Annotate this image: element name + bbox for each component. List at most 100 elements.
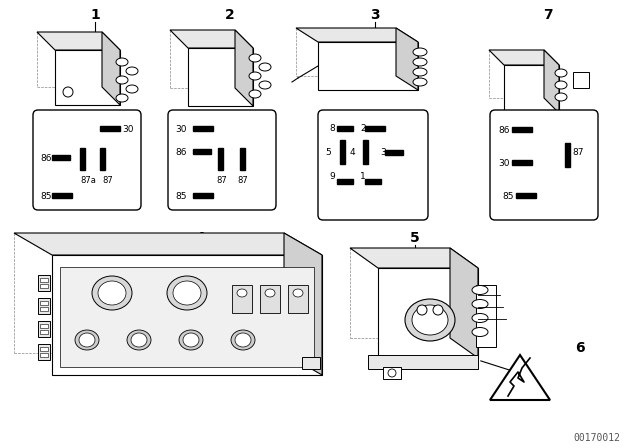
Ellipse shape	[116, 76, 128, 84]
Bar	[80, 148, 85, 170]
Ellipse shape	[183, 333, 199, 347]
Bar	[38, 275, 50, 291]
Bar	[52, 193, 72, 198]
Text: 3: 3	[370, 8, 380, 22]
Ellipse shape	[249, 54, 261, 62]
Bar	[337, 179, 353, 184]
Bar	[512, 160, 532, 165]
Bar	[193, 149, 211, 154]
Bar	[40, 301, 48, 305]
Text: 85: 85	[502, 191, 513, 201]
Ellipse shape	[555, 69, 567, 77]
Bar	[193, 193, 213, 198]
Bar	[260, 285, 280, 313]
Text: 8: 8	[329, 124, 335, 133]
Polygon shape	[37, 32, 120, 50]
Text: 2: 2	[360, 124, 365, 133]
Bar	[512, 127, 532, 132]
Ellipse shape	[472, 314, 488, 323]
Text: 4: 4	[349, 147, 355, 156]
Bar	[40, 324, 48, 328]
FancyBboxPatch shape	[318, 110, 428, 220]
Polygon shape	[170, 30, 253, 48]
Ellipse shape	[413, 58, 427, 66]
Text: 00170012: 00170012	[573, 433, 620, 443]
Bar	[232, 285, 252, 313]
Text: 30: 30	[498, 159, 509, 168]
Text: 87a: 87a	[80, 176, 96, 185]
Polygon shape	[188, 48, 253, 106]
Ellipse shape	[412, 305, 448, 335]
Bar	[240, 148, 245, 170]
Polygon shape	[102, 32, 120, 105]
Bar	[573, 72, 589, 88]
Ellipse shape	[237, 289, 247, 297]
Polygon shape	[450, 248, 478, 358]
Bar	[385, 150, 403, 155]
Bar	[218, 148, 223, 170]
Ellipse shape	[131, 333, 147, 347]
Ellipse shape	[126, 85, 138, 93]
Ellipse shape	[249, 90, 261, 98]
Bar	[368, 355, 478, 369]
Polygon shape	[296, 28, 418, 42]
Text: 86: 86	[40, 154, 51, 163]
Text: 30: 30	[175, 125, 186, 134]
Bar	[476, 285, 496, 347]
Bar	[38, 344, 50, 360]
Ellipse shape	[126, 67, 138, 75]
Circle shape	[388, 369, 396, 377]
Text: A: A	[579, 76, 584, 85]
Bar	[340, 140, 345, 164]
Ellipse shape	[116, 94, 128, 102]
Polygon shape	[504, 65, 559, 113]
Text: 7: 7	[543, 8, 553, 22]
Text: 86: 86	[498, 125, 509, 134]
Ellipse shape	[405, 299, 455, 341]
Ellipse shape	[259, 81, 271, 89]
Polygon shape	[14, 233, 322, 255]
Ellipse shape	[75, 330, 99, 350]
Bar	[302, 357, 320, 369]
Bar	[52, 155, 70, 160]
Text: 87: 87	[216, 176, 227, 185]
Ellipse shape	[413, 68, 427, 76]
Ellipse shape	[173, 281, 201, 305]
Ellipse shape	[259, 63, 271, 71]
Bar	[565, 143, 570, 167]
Bar	[40, 278, 48, 282]
Ellipse shape	[127, 330, 151, 350]
Bar	[337, 126, 353, 131]
Circle shape	[417, 305, 427, 315]
Text: 5: 5	[410, 231, 420, 245]
Ellipse shape	[179, 330, 203, 350]
Ellipse shape	[235, 333, 251, 347]
Text: 5: 5	[325, 147, 331, 156]
Text: 87: 87	[102, 176, 113, 185]
Bar	[516, 193, 536, 198]
Ellipse shape	[555, 93, 567, 101]
Bar	[40, 347, 48, 351]
Text: 6: 6	[575, 341, 585, 355]
Text: 30: 30	[122, 125, 134, 134]
Text: 86: 86	[175, 147, 186, 156]
Text: 2: 2	[225, 8, 235, 22]
Ellipse shape	[265, 289, 275, 297]
Ellipse shape	[413, 48, 427, 56]
FancyBboxPatch shape	[168, 110, 276, 210]
Polygon shape	[396, 28, 418, 90]
Bar	[60, 267, 314, 367]
Polygon shape	[350, 248, 478, 268]
Ellipse shape	[98, 281, 126, 305]
Bar	[193, 126, 213, 131]
Text: 4: 4	[195, 231, 205, 245]
Bar	[40, 330, 48, 334]
Bar	[40, 307, 48, 311]
Bar	[288, 285, 308, 313]
Bar	[100, 126, 120, 131]
Text: 87: 87	[237, 176, 248, 185]
Polygon shape	[284, 233, 322, 375]
Text: 85: 85	[40, 191, 51, 201]
Ellipse shape	[293, 289, 303, 297]
Text: 3: 3	[380, 147, 386, 156]
